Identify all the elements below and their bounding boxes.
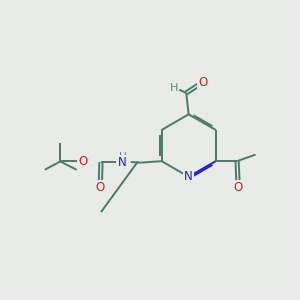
Text: N: N [184,170,193,183]
Text: H: H [118,152,126,162]
Text: O: O [198,76,207,89]
Text: O: O [78,155,87,168]
Text: H: H [169,82,178,93]
Text: O: O [96,182,105,194]
Text: O: O [233,181,243,194]
Text: N: N [118,155,127,169]
